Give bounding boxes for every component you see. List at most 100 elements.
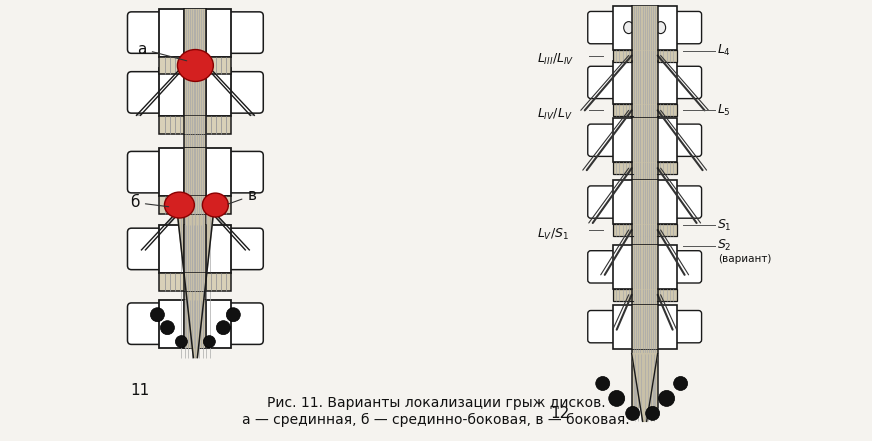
Bar	[657, 289, 677, 301]
Bar	[184, 116, 207, 134]
FancyBboxPatch shape	[671, 186, 702, 218]
Bar	[184, 273, 207, 291]
Bar	[631, 180, 657, 224]
Circle shape	[160, 321, 174, 335]
Text: $S_1$: $S_1$	[717, 217, 732, 232]
FancyBboxPatch shape	[671, 11, 702, 44]
Text: в: в	[228, 188, 256, 204]
Bar	[631, 49, 657, 61]
Bar	[631, 105, 657, 116]
Bar	[160, 68, 231, 116]
Bar	[631, 224, 657, 236]
FancyBboxPatch shape	[225, 72, 263, 113]
FancyBboxPatch shape	[127, 72, 166, 113]
Polygon shape	[137, 67, 184, 116]
Circle shape	[151, 308, 165, 321]
FancyBboxPatch shape	[127, 228, 166, 269]
Bar	[613, 305, 677, 348]
Bar	[657, 49, 677, 61]
Circle shape	[227, 308, 241, 321]
FancyBboxPatch shape	[671, 66, 702, 99]
FancyBboxPatch shape	[225, 303, 263, 344]
FancyBboxPatch shape	[127, 151, 166, 193]
Circle shape	[216, 321, 230, 335]
Bar	[631, 289, 657, 301]
Text: 12: 12	[550, 406, 569, 421]
Ellipse shape	[165, 192, 194, 218]
Bar	[160, 9, 231, 56]
Text: $L_5$: $L_5$	[717, 103, 731, 118]
Bar	[184, 148, 207, 196]
Circle shape	[609, 390, 624, 407]
Text: а — срединная, б — срединно-боковая, в — боковая.: а — срединная, б — срединно-боковая, в —…	[242, 413, 630, 427]
FancyBboxPatch shape	[225, 151, 263, 193]
Bar	[160, 273, 231, 291]
Bar	[613, 162, 633, 174]
Polygon shape	[207, 207, 249, 250]
Bar	[613, 49, 633, 61]
Text: (вариант): (вариант)	[719, 254, 772, 264]
Bar	[184, 196, 207, 214]
Bar	[184, 225, 207, 273]
Bar	[613, 180, 677, 224]
Ellipse shape	[177, 49, 214, 82]
Polygon shape	[207, 67, 255, 116]
FancyBboxPatch shape	[588, 66, 617, 99]
Polygon shape	[177, 214, 214, 358]
Circle shape	[596, 377, 610, 390]
Ellipse shape	[623, 22, 634, 34]
FancyBboxPatch shape	[671, 250, 702, 283]
FancyBboxPatch shape	[588, 124, 617, 157]
Text: 11: 11	[131, 383, 150, 399]
Bar	[184, 300, 207, 348]
Bar	[613, 224, 633, 236]
Bar	[631, 162, 657, 174]
Circle shape	[658, 390, 675, 407]
Polygon shape	[141, 207, 184, 250]
FancyBboxPatch shape	[588, 250, 617, 283]
FancyBboxPatch shape	[671, 310, 702, 343]
Bar	[613, 289, 633, 301]
Bar	[160, 56, 231, 75]
Bar	[657, 224, 677, 236]
Text: Рис. 11. Варианты локализации грыж дисков.: Рис. 11. Варианты локализации грыж диско…	[267, 396, 605, 411]
FancyBboxPatch shape	[671, 124, 702, 157]
Bar	[613, 6, 677, 49]
FancyBboxPatch shape	[127, 12, 166, 53]
Circle shape	[674, 377, 688, 390]
Text: $S_2$: $S_2$	[717, 239, 731, 254]
Ellipse shape	[656, 22, 665, 34]
Bar	[613, 105, 633, 116]
Bar	[657, 162, 677, 174]
Bar	[184, 68, 207, 116]
FancyBboxPatch shape	[588, 310, 617, 343]
Bar	[657, 105, 677, 116]
Bar	[631, 6, 657, 49]
FancyBboxPatch shape	[588, 11, 617, 44]
FancyBboxPatch shape	[225, 12, 263, 53]
Bar	[160, 196, 231, 214]
Bar	[184, 9, 207, 348]
Ellipse shape	[202, 193, 228, 217]
Circle shape	[626, 407, 640, 420]
Bar	[631, 305, 657, 348]
Circle shape	[203, 336, 215, 348]
FancyBboxPatch shape	[225, 228, 263, 269]
Bar	[613, 245, 677, 289]
FancyBboxPatch shape	[127, 303, 166, 344]
Bar	[631, 118, 657, 162]
Bar	[631, 60, 657, 105]
Text: $L_{III}/L_{IV}$: $L_{III}/L_{IV}$	[537, 52, 574, 67]
Text: $L_4$: $L_4$	[717, 43, 731, 58]
Bar	[160, 225, 231, 273]
Bar	[613, 60, 677, 105]
Bar	[631, 6, 657, 408]
Text: $L_{V}/S_{1}$: $L_{V}/S_{1}$	[537, 226, 569, 242]
Text: $L_{IV}/L_{V}$: $L_{IV}/L_{V}$	[537, 107, 572, 122]
Circle shape	[175, 336, 187, 348]
Circle shape	[645, 407, 659, 420]
Bar	[613, 118, 677, 162]
Bar	[184, 56, 207, 75]
Text: а: а	[138, 41, 187, 61]
Bar	[631, 245, 657, 289]
